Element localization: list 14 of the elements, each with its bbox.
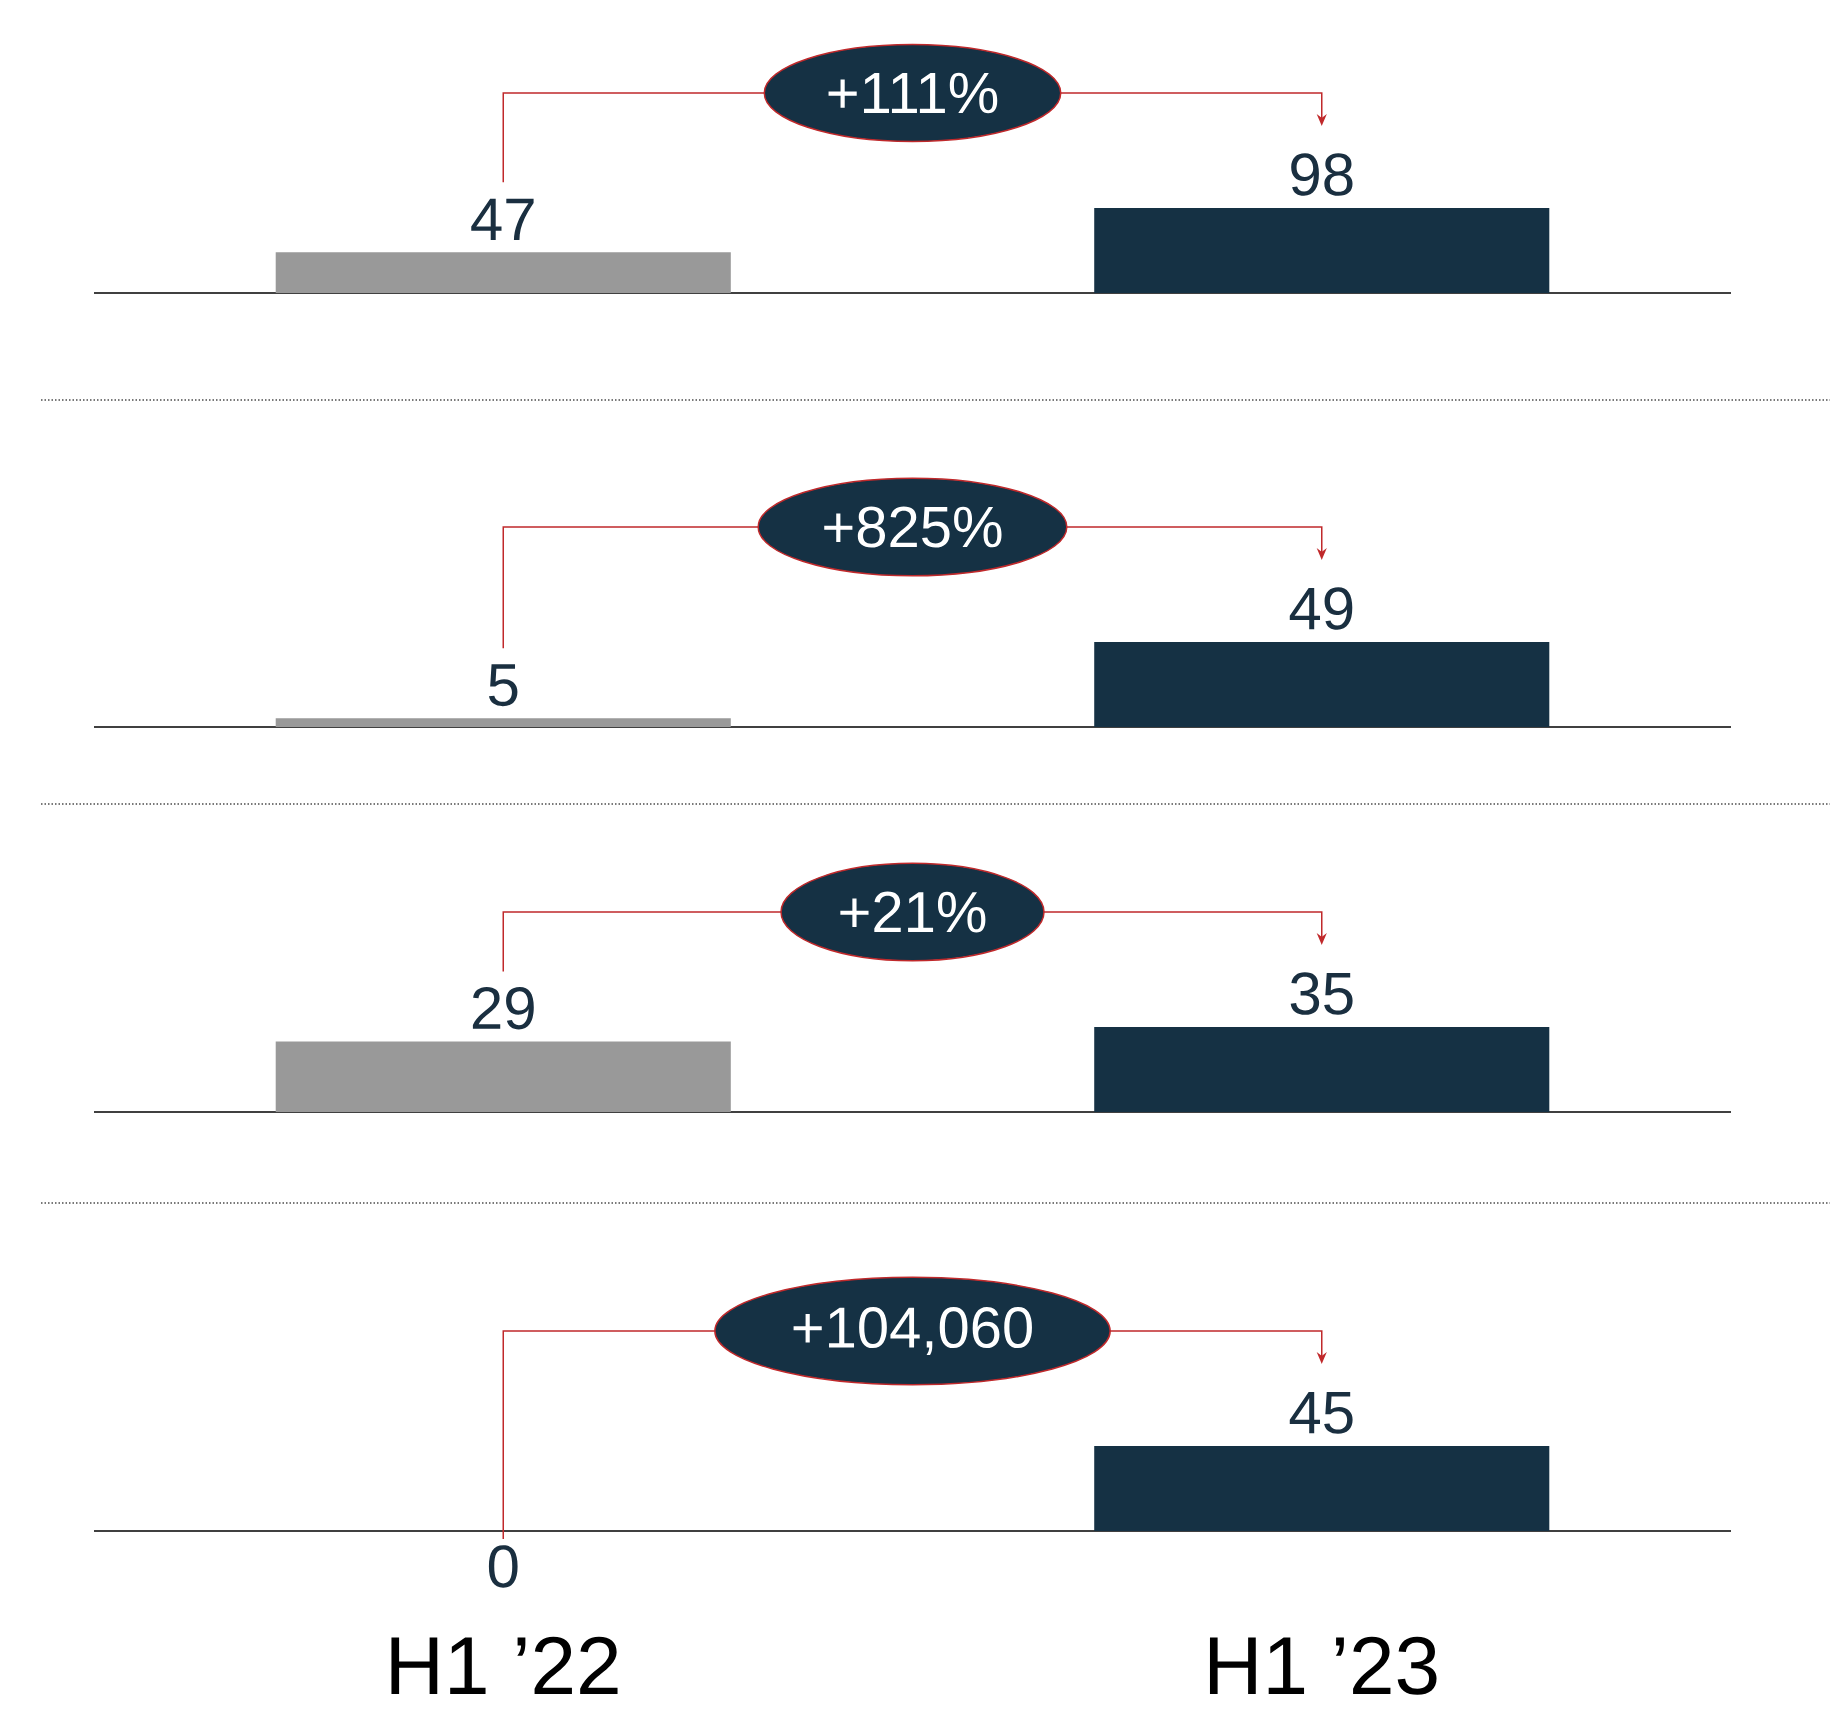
text: +104,060 [793,1307,1032,1355]
data-label: 98 [1291,153,1353,196]
text: +111% [828,72,998,114]
x-tick-label: H1 ’23 [1209,1636,1437,1695]
data-label: 29 [472,986,534,1030]
data-label: 35 [1290,972,1353,1015]
text: +825% [824,506,1002,548]
data-label: 49 [1289,587,1353,630]
data-label: 0 [488,1545,518,1588]
data-label: 47 [471,198,534,241]
data-label: 5 [488,664,518,707]
text: +21% [840,891,986,933]
data-label: 45 [1289,1391,1353,1434]
x-tick-label: H1 ’22 [391,1636,618,1694]
